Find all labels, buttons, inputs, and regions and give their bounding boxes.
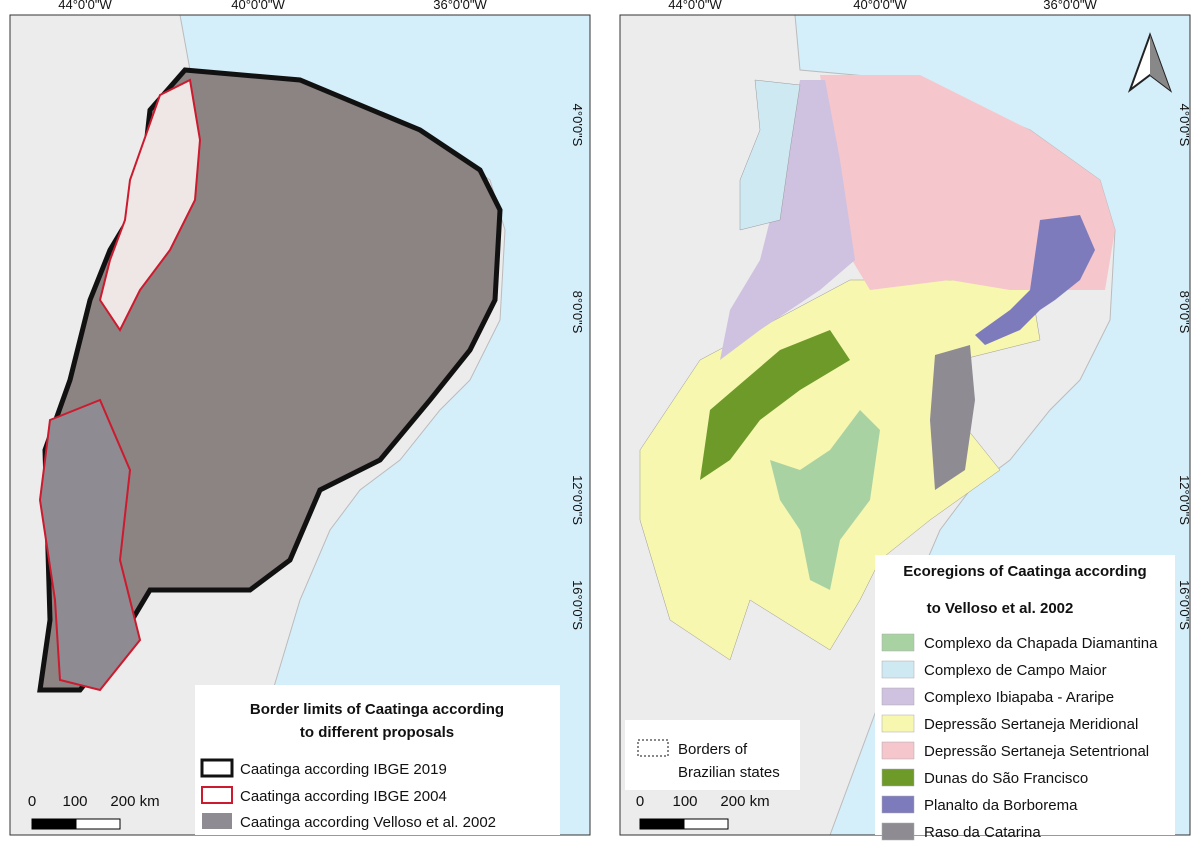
- scale-label: 200 km: [110, 793, 159, 810]
- scale-bar: [639, 818, 685, 830]
- lat-label: 16°0'0"S: [1177, 580, 1192, 630]
- right-map: 44°0'0"W 40°0'0"W 36°0'0"W 4°0'0"S 8°0'0…: [619, 0, 1192, 841]
- legend-label: Planalto da Borborema: [924, 797, 1078, 814]
- lat-label: 12°0'0"S: [570, 475, 585, 525]
- legend-label: Caatinga according IBGE 2004: [240, 788, 447, 805]
- raso-catarina: [930, 345, 975, 490]
- legend-label: Depressão Sertaneja Setentrional: [924, 743, 1149, 760]
- legend-label: Caatinga according Velloso et al. 2002: [240, 814, 496, 831]
- north-arrow: [1150, 35, 1170, 90]
- lon-label: 40°0'0"W: [853, 0, 907, 12]
- legend-box: [195, 685, 560, 835]
- chapada-diamantina: [770, 410, 880, 590]
- legend-box: [875, 555, 1175, 835]
- legend-label: Complexo Ibiapaba - Araripe: [924, 689, 1114, 706]
- left-map: 44°0'0"W 40°0'0"W 36°0'0"W 4°0'0"S 8°0'0…: [9, 0, 591, 836]
- scale-label: 0: [28, 793, 36, 810]
- legend-swatch: [881, 714, 915, 733]
- legend-swatch: [637, 739, 669, 757]
- lat-label: 16°0'0"S: [570, 580, 585, 630]
- legend-label: Depressão Sertaneja Meridional: [924, 716, 1138, 733]
- lat-label: 12°0'0"S: [1177, 475, 1192, 525]
- legend-label: Raso da Catarina: [924, 824, 1041, 841]
- lat-label: 8°0'0"S: [1177, 291, 1192, 334]
- legend-label: Brazilian states: [678, 764, 780, 781]
- legend-title: to different proposals: [300, 724, 454, 741]
- scale-label: 0: [636, 793, 644, 810]
- lon-label: 44°0'0"W: [668, 0, 722, 12]
- legend-swatch: [202, 813, 232, 829]
- legend-swatch: [881, 741, 915, 760]
- legend-swatch: [881, 633, 915, 652]
- legend-swatch: [881, 822, 915, 841]
- scale-label: 100: [62, 793, 87, 810]
- legend-label: Complexo de Campo Maior: [924, 662, 1107, 679]
- ibiapaba-araripe: [720, 80, 855, 360]
- lon-label: 36°0'0"W: [1043, 0, 1097, 12]
- borborema: [975, 215, 1095, 345]
- legend-swatch: [881, 660, 915, 679]
- legend-label: Borders of: [678, 741, 748, 758]
- scale-bar: [31, 818, 77, 830]
- scale-label: 200 km: [720, 793, 769, 810]
- lat-label: 4°0'0"S: [570, 104, 585, 147]
- lon-label: 40°0'0"W: [231, 0, 285, 12]
- legend-title: Ecoregions of Caatinga according: [903, 563, 1146, 580]
- lon-label: 36°0'0"W: [433, 0, 487, 12]
- legend-title: Border limits of Caatinga according: [250, 701, 504, 718]
- legend-title: to Velloso et al. 2002: [927, 600, 1074, 617]
- lat-label: 4°0'0"S: [1177, 104, 1192, 147]
- legend-label: Complexo da Chapada Diamantina: [924, 635, 1158, 652]
- scale-label: 100: [672, 793, 697, 810]
- legend-items: Complexo da Chapada Diamantina Complexo d…: [881, 633, 1158, 841]
- legend-label: Dunas do São Francisco: [924, 770, 1088, 787]
- legend-swatch: [200, 758, 234, 778]
- legend-swatch: [881, 687, 915, 706]
- dunas: [700, 330, 850, 480]
- scale-bar: [75, 818, 121, 830]
- campo-maior: [739, 79, 801, 231]
- lat-label: 8°0'0"S: [570, 291, 585, 334]
- legend-swatch: [201, 786, 233, 804]
- legend-label: Caatinga according IBGE 2019: [240, 761, 447, 778]
- lon-label: 44°0'0"W: [58, 0, 112, 12]
- legend-swatch: [881, 768, 915, 787]
- scale-bar: [683, 818, 729, 830]
- caatinga-ibge-2004: [98, 78, 202, 332]
- caatinga-velloso: [38, 398, 142, 692]
- legend-swatch: [881, 795, 915, 814]
